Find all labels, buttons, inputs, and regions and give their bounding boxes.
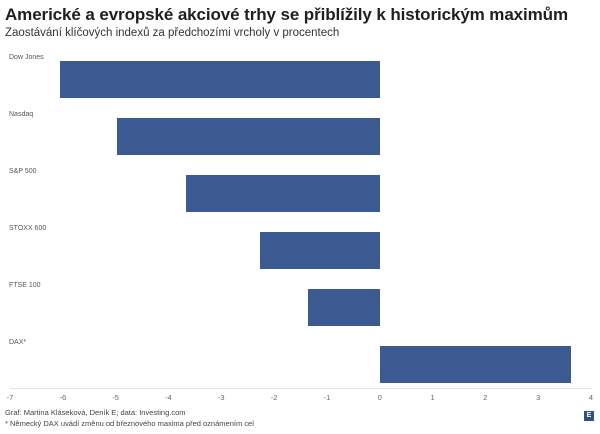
x-tick-label: -4	[165, 393, 172, 402]
chart-title: Americké a evropské akciové trhy se přib…	[5, 5, 568, 24]
x-tick-label: 3	[536, 393, 541, 402]
category-label: Nasdaq	[9, 110, 34, 118]
category-label: DAX*	[9, 338, 27, 346]
bar	[259, 231, 380, 269]
x-tick-label: 4	[588, 393, 594, 402]
bar	[308, 288, 380, 326]
x-tick-label: -6	[59, 393, 67, 402]
bar	[379, 345, 571, 383]
chart-credit: Graf: Martina Kláseková, Deník E; data: …	[5, 408, 186, 417]
chart-footnote: * Německý DAX uvádí změnu od březnového …	[5, 419, 254, 428]
x-tick-label: -1	[323, 393, 331, 402]
bar	[185, 174, 380, 212]
category-label: Dow Jones	[9, 54, 44, 61]
category-label: STOXX 600	[9, 224, 47, 232]
x-tick-label: -7	[6, 393, 14, 402]
bar	[60, 61, 380, 98]
denik-e-logo-icon: E	[584, 411, 594, 421]
category-label: S&P 500	[9, 167, 37, 175]
x-tick-label: 0	[377, 393, 382, 402]
x-tick-label: 1	[430, 393, 435, 402]
x-tick-label: 2	[483, 393, 488, 402]
x-axis-line	[10, 388, 592, 389]
category-label: FTSE 100	[9, 281, 41, 289]
x-tick-label: -3	[217, 393, 225, 402]
x-tick-label: -2	[270, 393, 278, 402]
bar	[117, 117, 380, 155]
x-tick-label: -5	[112, 393, 119, 402]
chart-subtitle: Zaostávání klíčových indexů za předchozí…	[5, 27, 340, 39]
